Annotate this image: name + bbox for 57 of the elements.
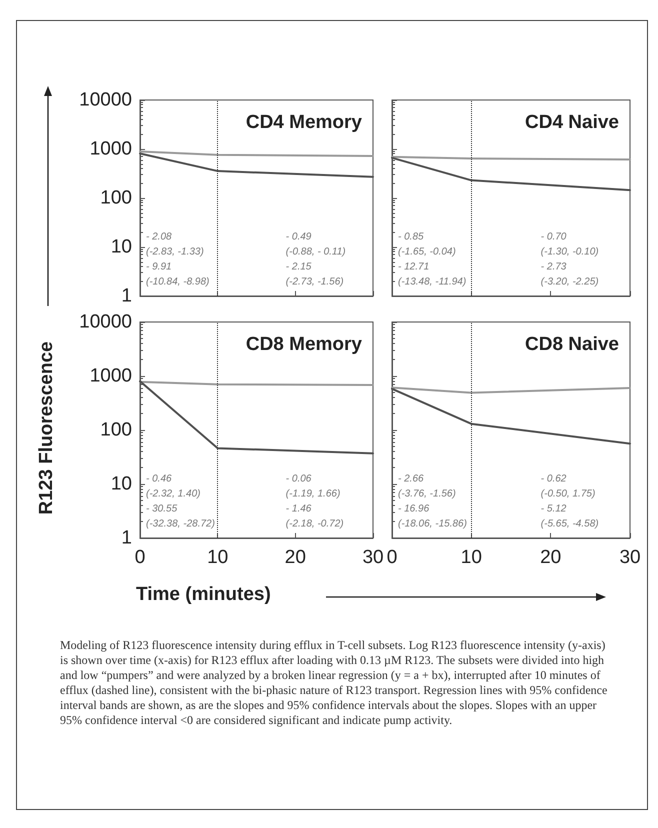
y-tick-label: 1 <box>121 528 132 548</box>
annotation: - 0.85 <box>398 232 424 242</box>
annotation: - 9.91 <box>146 262 172 272</box>
annotation: - 12.71 <box>398 262 430 272</box>
annotation: (-10.84, -8.98) <box>146 276 210 288</box>
y-tick-label: 1000 <box>90 366 132 386</box>
annotation: - 5.12 <box>540 504 567 514</box>
y-tick-label: 10 <box>110 236 132 258</box>
annotation: - 0.70 <box>540 232 567 242</box>
y-tick-label: 10000 <box>79 90 132 110</box>
annotation: - 0.62 <box>540 474 567 484</box>
annotation: (-3.20, -2.25) <box>540 276 599 288</box>
annotation: - 2.15 <box>286 262 312 272</box>
annotation: (-2.32, 1.40) <box>146 488 200 500</box>
x-tick-label: 0 <box>386 547 398 568</box>
annotation: - 16.96 <box>398 504 430 514</box>
annotation: - 0.46 <box>146 474 172 484</box>
annotation: (-18.06, -15.86) <box>398 518 467 530</box>
y-tick-label: 10000 <box>79 312 132 332</box>
y-tick-label: 100 <box>100 188 132 208</box>
annotation: (-1.30, -0.10) <box>540 246 599 258</box>
annotation: (-0.50, 1.75) <box>540 488 596 500</box>
x-axis-title: Time (minutes) <box>136 584 271 606</box>
annotation: (-0.88, - 0.11) <box>286 246 346 258</box>
annotation: (-1.19, 1.66) <box>286 488 340 500</box>
x-tick-label: 10 <box>207 547 228 568</box>
annotation: - 30.55 <box>146 504 178 514</box>
annotation: - 1.46 <box>286 504 312 514</box>
annotation: - 2.73 <box>540 262 567 272</box>
x-tick-label: 0 <box>134 547 146 568</box>
x-tick-label: 20 <box>540 547 562 568</box>
annotation: (-13.48, -11.94) <box>398 276 466 288</box>
x-tick-label: 10 <box>460 547 482 568</box>
annotation: (-32.38, -28.72) <box>146 518 215 530</box>
text: CD4 Naive <box>525 112 620 133</box>
annotation: - 2.08 <box>146 232 172 242</box>
annotation: (-3.76, -1.56) <box>398 488 456 500</box>
annotation: (-2.18, -0.72) <box>286 518 344 530</box>
x-tick-label: 30 <box>362 547 384 568</box>
annotation: - 0.49 <box>286 232 312 242</box>
annotation: - 0.06 <box>286 474 312 484</box>
y-tick-label: 10 <box>110 474 132 494</box>
text: Modeling of R123 fluorescence intensity during efflux in T-cell subsets. Log R123 fluorescence intensity (y-axis) is shown over time (x-axis) for R123 efflux after loading with 0.13 µM R123. The subsets were divided into high and low “pumpers” and were analyzed by a broken linear regression (y = a + bx), interrupted after 10 minutes of efflux (dashed line), consistent with the bi-phasic nature of R123 transport. Regression lines with 95% confidence interval bands are shown, as are the slopes and 95% confidence intervals about the slopes. Slopes with an upper 95% confidence interval <0 are considered significant and indicate pump activity. <box>60 638 608 728</box>
x-tick-label: 30 <box>619 547 641 568</box>
y-tick-label: 100 <box>100 420 132 440</box>
y-tick-label: 1000 <box>90 138 132 160</box>
x-tick-label: 20 <box>284 547 306 568</box>
annotation: (-2.83, -1.33) <box>146 246 204 258</box>
annotation: - 2.66 <box>398 474 424 484</box>
annotation: (-2.73, -1.56) <box>286 276 344 288</box>
annotation: (-5.65, -4.58) <box>540 518 599 530</box>
text: CD8 Memory <box>246 334 362 355</box>
text: CD8 Naive <box>525 334 620 355</box>
y-tick-label: 1 <box>121 286 132 306</box>
annotation: (-1.65, -0.04) <box>398 246 456 258</box>
text: CD4 Memory <box>246 112 362 133</box>
y-axis-title: R123 Fluorescence <box>36 340 58 517</box>
